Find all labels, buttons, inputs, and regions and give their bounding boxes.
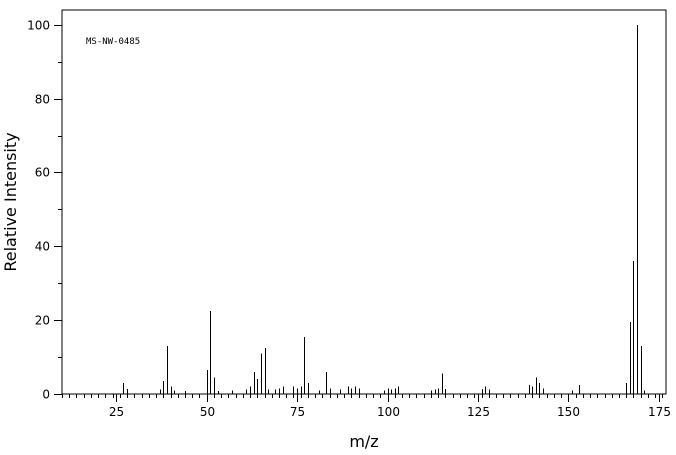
y-tick-label: 40 (35, 240, 50, 254)
plot-frame (61, 9, 667, 395)
x-tick-label: 175 (648, 405, 671, 419)
x-tick-label: 150 (557, 405, 580, 419)
spectrum-id-annotation: MS-NW-0485 (86, 37, 140, 47)
y-tick-label: 0 (42, 388, 50, 402)
x-tick-label: 100 (377, 405, 400, 419)
x-tick-label: 125 (467, 405, 490, 419)
x-tick-label: 75 (290, 405, 305, 419)
x-axis-ticks (62, 394, 663, 402)
x-axis-label: m/z (349, 432, 378, 451)
y-tick-label: 100 (27, 19, 50, 33)
y-axis-tick-labels: 0 20 40 60 80 100 (27, 19, 50, 402)
y-axis-ticks (54, 25, 62, 395)
spectrum-bars (122, 24, 646, 394)
y-tick-label: 60 (35, 166, 50, 180)
x-tick-label: 25 (109, 405, 124, 419)
x-tick-label: 50 (200, 405, 215, 419)
y-axis-label: Relative Intensity (1, 132, 20, 271)
y-tick-label: 80 (35, 93, 50, 107)
y-tick-label: 20 (35, 314, 50, 328)
x-axis-tick-labels: 25 50 75 100 125 150 175 (109, 405, 671, 419)
